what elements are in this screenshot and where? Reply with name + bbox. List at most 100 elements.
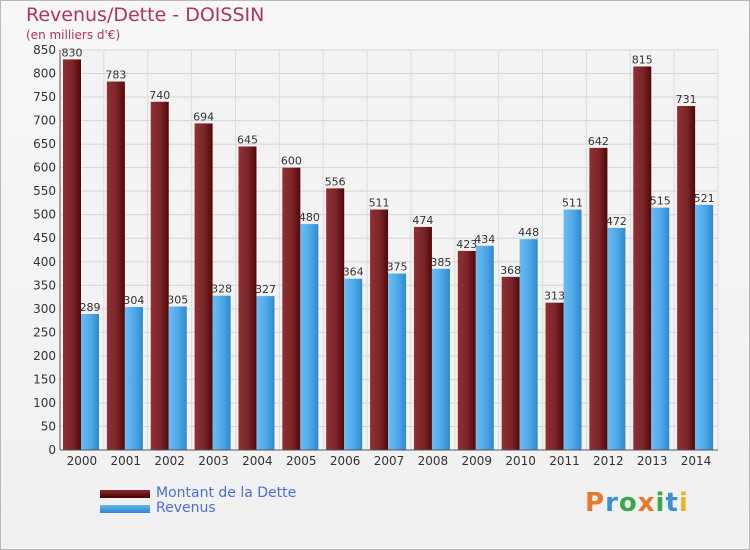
y-tick-label: 550 (33, 184, 56, 198)
legend-label-revenus: Revenus (156, 500, 216, 516)
bar-revenus-2006 (344, 278, 363, 450)
legend-swatch-revenus (100, 505, 150, 513)
data-label-revenus-2005: 480 (299, 211, 320, 224)
data-label-revenus-2012: 472 (606, 215, 627, 228)
y-tick-label: 100 (33, 396, 56, 410)
logo-letter: P (585, 488, 606, 518)
y-tick-label: 200 (33, 349, 56, 363)
x-tick-label: 2006 (330, 454, 361, 468)
data-label-revenus-2004: 327 (255, 283, 276, 296)
y-tick-label: 450 (33, 231, 56, 245)
data-label-dette-2004: 645 (237, 133, 258, 146)
bar-dette-2011 (545, 302, 564, 450)
x-tick-label: 2008 (418, 454, 449, 468)
x-tick-label: 2003 (198, 454, 229, 468)
bar-revenus-2014 (695, 204, 714, 450)
bar-dette-2001 (106, 81, 125, 450)
y-tick-label: 850 (33, 43, 56, 57)
y-tick-label: 350 (33, 278, 56, 292)
bar-revenus-2009 (475, 245, 494, 450)
axes: 0 50 100 150 200 250 300 350 400 450 500 550 600 650 7… (33, 43, 718, 468)
data-label-dette-2003: 694 (193, 110, 214, 123)
y-tick-label: 800 (33, 67, 56, 81)
y-tick-label: 700 (33, 114, 56, 128)
x-tick-label: 2010 (505, 454, 536, 468)
bar-revenus-2007 (388, 273, 407, 450)
logo-letter: r (605, 488, 619, 518)
chart-title: Revenus/Dette - DOISSIN (26, 4, 265, 26)
proxiti-logo: Proxiti (585, 488, 689, 518)
y-tick-label: 0 (48, 443, 56, 457)
bar-revenus-2000 (81, 314, 99, 450)
data-label-dette-2000: 830 (62, 46, 83, 59)
bar-revenus-2013 (651, 207, 670, 450)
y-tick-label: 650 (33, 137, 56, 151)
y-tick-label: 500 (33, 208, 56, 222)
data-label-dette-2001: 783 (105, 69, 126, 82)
data-label-dette-2013: 815 (632, 53, 653, 66)
data-label-dette-2007: 511 (369, 197, 390, 210)
data-label-revenus-2003: 328 (211, 283, 232, 296)
data-label-revenus-2013: 515 (650, 195, 671, 208)
bar-revenus-2008 (431, 268, 450, 450)
data-label-dette-2008: 474 (412, 214, 433, 227)
x-tick-label: 2009 (461, 454, 492, 468)
bar-revenus-2012 (607, 227, 626, 450)
legend-swatch-dette (100, 490, 150, 498)
bar-revenus-2005 (300, 224, 319, 450)
data-label-revenus-2014: 521 (694, 192, 715, 205)
bar-dette-2004 (238, 146, 257, 450)
data-label-dette-2012: 642 (588, 135, 609, 148)
data-label-revenus-2002: 305 (167, 293, 188, 306)
x-tick-label: 2012 (593, 454, 624, 468)
bar-dette-2008 (413, 226, 432, 450)
bar-dette-2010 (501, 276, 520, 450)
x-tick-label: 2007 (374, 454, 405, 468)
y-tick-label: 250 (33, 325, 56, 339)
data-label-revenus-2009: 434 (474, 233, 495, 246)
bar-revenus-2011 (563, 209, 582, 450)
data-label-dette-2011: 313 (544, 290, 565, 303)
data-label-dette-2009: 423 (456, 238, 477, 251)
chart-subtitle: (en milliers d'€) (26, 28, 121, 42)
bar-dette-2012 (589, 147, 608, 450)
bar-revenus-2004 (256, 296, 275, 450)
data-label-revenus-2006: 364 (343, 266, 364, 279)
data-label-dette-2014: 731 (676, 93, 697, 106)
x-tick-label: 2011 (549, 454, 580, 468)
y-tick-label: 150 (33, 372, 56, 386)
data-label-revenus-2007: 375 (387, 261, 408, 274)
bar-dette-2014 (677, 106, 696, 450)
bar-revenus-2002 (168, 306, 187, 450)
data-label-dette-2002: 740 (149, 89, 170, 102)
bar-dette-2003 (194, 123, 213, 450)
data-label-revenus-2000: 289 (80, 301, 101, 314)
bar-revenus-2001 (124, 306, 143, 450)
y-tick-label: 300 (33, 302, 56, 316)
bar-revenus-2003 (212, 295, 231, 450)
x-tick-label: 2013 (637, 454, 668, 468)
data-label-revenus-2008: 385 (430, 256, 451, 269)
x-tick-label: 2001 (111, 454, 142, 468)
logo-letter: t (665, 488, 679, 518)
data-label-dette-2006: 556 (325, 175, 346, 188)
bar-dette-2013 (633, 66, 652, 451)
data-label-dette-2005: 600 (281, 155, 302, 168)
data-label-dette-2010: 368 (500, 264, 521, 277)
x-tick-label: 2000 (67, 454, 98, 468)
data-label-revenus-2010: 448 (518, 226, 539, 239)
data-labels: 830 289 783 304 740 305 694 328 645 327 600 480 556 3… (62, 46, 715, 314)
y-tick-label: 750 (33, 90, 56, 104)
bar-revenus-2010 (519, 239, 538, 450)
data-label-revenus-2011: 511 (562, 197, 583, 210)
bar-dette-2009 (457, 250, 476, 450)
bar-dette-2002 (150, 101, 169, 450)
y-tick-label: 600 (33, 161, 56, 175)
bar-dette-2006 (326, 188, 345, 450)
logo-letter: o (618, 488, 638, 518)
y-tick-label: 400 (33, 255, 56, 269)
logo-letter: i (655, 488, 666, 518)
bar-dette-2005 (282, 167, 301, 450)
bars (63, 59, 714, 451)
